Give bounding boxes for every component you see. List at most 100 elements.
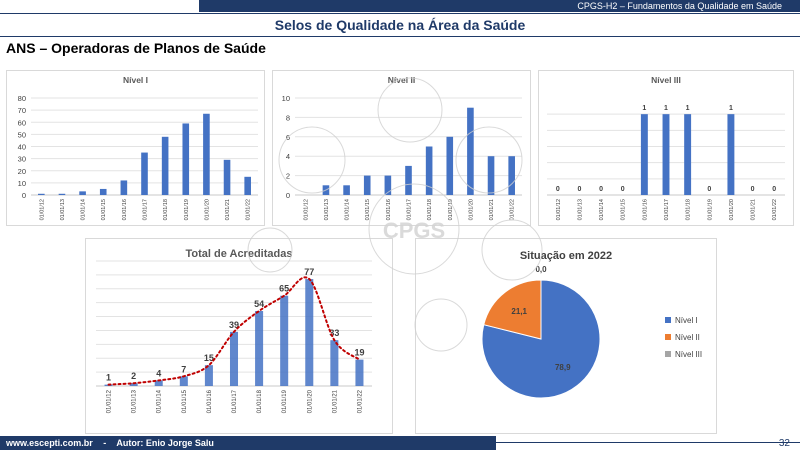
bar — [141, 152, 148, 195]
pie-data-label: 21,1 — [511, 307, 527, 316]
x-tick-label: 01/01/18 — [257, 389, 263, 413]
x-tick-label: 01/01/13 — [60, 199, 66, 220]
bar — [355, 359, 364, 386]
bar — [79, 191, 86, 195]
x-tick-label: 01/01/20 — [204, 199, 210, 220]
legend-label: Nível III — [675, 350, 702, 359]
course-name: CPGS-H2 – Fundamentos da Qualidade em Sa… — [577, 1, 782, 11]
y-tick-label: 50 — [18, 130, 26, 139]
bar — [305, 279, 314, 386]
page-number: 32 — [778, 438, 790, 449]
x-tick-label: 01/01/18 — [163, 199, 169, 220]
y-tick-label: 60 — [18, 118, 26, 127]
bar — [322, 185, 330, 195]
y-tick-label: 4 — [286, 152, 290, 161]
data-label: 19 — [354, 348, 364, 358]
data-label: 0 — [751, 186, 755, 193]
x-tick-label: 01/01/16 — [122, 199, 128, 220]
data-label: 54 — [254, 299, 264, 309]
data-label: 1 — [664, 105, 668, 112]
x-tick-label: 01/01/22 — [772, 199, 778, 220]
data-label: 0 — [599, 186, 603, 193]
trendline — [107, 276, 361, 386]
x-tick-label: 01/01/13 — [577, 199, 583, 220]
chart-title: Total de Acreditadas — [186, 248, 293, 260]
bar — [255, 311, 264, 386]
x-tick-label: 01/01/16 — [207, 389, 213, 413]
bar — [727, 114, 735, 195]
chart-panel-situacao: Situação em 2022 78,9 21,1 0,0 Nível I Nível … — [415, 238, 717, 434]
data-label: 1 — [642, 105, 646, 112]
section-subtitle: ANS – Operadoras de Planos de Saúde — [6, 40, 266, 56]
footer-site: www.escepti.com.br — [6, 438, 93, 448]
y-tick-label: 6 — [286, 133, 290, 142]
bar — [99, 188, 107, 195]
legend-swatch — [665, 334, 671, 340]
data-label: 39 — [229, 320, 239, 330]
bar — [229, 331, 239, 386]
legend-swatch — [665, 351, 671, 357]
x-tick-label: 01/01/17 — [232, 389, 238, 413]
footer-author: Autor: Enio Jorge Salu — [116, 438, 214, 448]
x-tick-label: 01/01/20 — [307, 389, 313, 413]
y-tick-label: 70 — [18, 106, 26, 115]
x-tick-label: 01/01/15 — [182, 389, 188, 413]
x-tick-label: 01/01/14 — [81, 199, 87, 220]
y-tick-label: 0 — [286, 191, 290, 200]
x-tick-label: 01/01/14 — [157, 389, 163, 413]
data-label: 77 — [304, 267, 314, 277]
y-tick-label: 0 — [22, 191, 26, 200]
bar — [330, 340, 339, 386]
title-bar: Selos de Qualidade na Área da Saúde — [0, 13, 800, 37]
chart-panel-nivel-3: Nível III 0 01/01/12 0 01/01/13 0 01/01/14 0 01/… — [538, 70, 794, 226]
x-tick-label: 01/01/18 — [686, 199, 692, 220]
bar — [58, 193, 66, 195]
bar — [38, 193, 45, 195]
chart-situacao-2022: Situação em 2022 78,9 21,1 0,0 Nível I Nível … — [481, 250, 702, 399]
chart-title: Nível II — [388, 75, 415, 85]
footer-rule — [496, 442, 800, 443]
chart-title: Nível I — [123, 75, 148, 85]
chart-panel-nivel-1: Nível I 0 10 20 30 40 50 60 70 80 01/01/12 01/01/13… — [6, 70, 265, 226]
x-tick-label: 01/01/15 — [365, 199, 371, 220]
data-label: 0 — [772, 186, 776, 193]
x-tick-label: 01/01/16 — [642, 199, 648, 220]
bar — [425, 146, 433, 195]
x-tick-label: 01/01/15 — [101, 199, 107, 220]
data-label: 0 — [556, 186, 560, 193]
x-tick-label: 01/01/13 — [132, 389, 138, 413]
course-banner: CPGS-H2 – Fundamentos da Qualidade em Sa… — [199, 0, 800, 12]
x-tick-label: 01/01/21 — [751, 199, 757, 220]
data-label: 65 — [279, 284, 289, 294]
legend-swatch — [665, 317, 671, 323]
x-tick-label: 01/01/21 — [225, 199, 231, 220]
footer-bar: www.escepti.com.br - Autor: Enio Jorge S… — [0, 436, 496, 450]
bar — [280, 295, 289, 386]
legend-label: Nível II — [675, 333, 700, 342]
pie-data-label: 78,9 — [555, 363, 571, 372]
bar — [161, 136, 169, 195]
x-tick-label: 01/01/19 — [282, 389, 288, 413]
data-label: 2 — [131, 371, 136, 381]
y-tick-label: 80 — [18, 94, 26, 103]
y-tick-label: 8 — [286, 113, 290, 122]
x-tick-label: 01/01/12 — [107, 389, 113, 413]
bar — [467, 107, 474, 195]
chart-panel-nivel-2: Nível II 0 2 4 6 8 10 01/01/12 01/01/13 01/01/14 0… — [272, 70, 531, 226]
bar — [203, 113, 210, 195]
x-tick-label: 01/01/22 — [510, 199, 516, 220]
y-tick-label: 20 — [18, 167, 26, 176]
chart-nivel-1: Nível I 0 10 20 30 40 50 60 70 80 01/01/12 01/01/13… — [18, 75, 258, 220]
x-tick-label: 01/01/17 — [143, 199, 149, 220]
x-tick-label: 01/01/14 — [599, 199, 605, 220]
bar — [204, 365, 213, 386]
chart-nivel-3: Nível III 0 01/01/12 0 01/01/13 0 01/01/14 0 01/… — [547, 75, 785, 220]
x-tick-label: 01/01/20 — [729, 199, 735, 220]
data-label: 0 — [621, 186, 625, 193]
footer-separator: - — [103, 438, 107, 448]
bar — [179, 376, 188, 386]
data-label: 4 — [156, 368, 161, 378]
chart-title: Nível III — [651, 75, 681, 85]
x-tick-label: 01/01/17 — [664, 199, 670, 220]
bar — [154, 380, 163, 386]
